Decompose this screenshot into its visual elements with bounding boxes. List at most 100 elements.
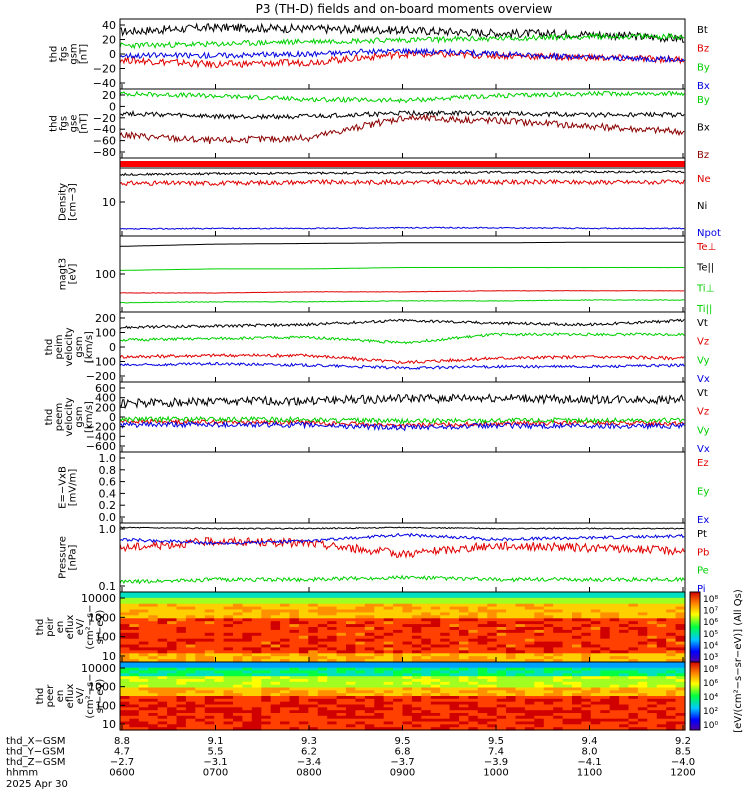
- spectrogram-cell: [195, 609, 206, 613]
- spectrogram-cell: [336, 629, 347, 634]
- spectrogram-cell: [534, 606, 545, 611]
- spectrogram-cell: [666, 718, 677, 723]
- spectrogram-cell: [176, 670, 187, 674]
- spectrogram-cell: [553, 679, 564, 683]
- spectrogram-cell: [411, 629, 422, 634]
- spectrogram-cell: [204, 721, 215, 725]
- spectrogram-cell: [308, 707, 319, 711]
- spectrogram-cell: [383, 664, 394, 669]
- spectrogram-cell: [355, 673, 366, 677]
- legend-Ex: Ex: [697, 515, 709, 526]
- spectrogram-cell: [148, 701, 159, 706]
- spectrogram-cell: [402, 615, 413, 619]
- spectrogram-cell: [402, 684, 413, 689]
- spectrogram-cell: [308, 681, 319, 686]
- spectrogram-cell: [251, 597, 262, 602]
- spectrogram-cell: [619, 624, 630, 628]
- spectrogram-cell: [637, 696, 648, 700]
- spectrogram-cell: [402, 713, 413, 717]
- spectrogram-cell: [543, 603, 554, 608]
- spectrogram-cell: [261, 629, 272, 634]
- spectrogram-cell: [204, 724, 215, 728]
- y-tick-label: 0: [109, 341, 116, 354]
- spectrogram-cell: [185, 609, 196, 613]
- spectrogram-cell: [261, 713, 272, 717]
- spectrogram-cell: [223, 673, 234, 677]
- spectrogram-cell: [195, 676, 206, 680]
- spectrogram-cell: [590, 659, 601, 663]
- series-line-7-Pt: [120, 526, 685, 530]
- spectrogram-cell: [383, 667, 394, 672]
- spectrogram-cell: [374, 653, 385, 657]
- spectrogram-cell: [355, 696, 366, 700]
- spectrogram-cell: [298, 721, 309, 725]
- spectrogram-cell: [214, 659, 225, 663]
- spectrogram-cell: [148, 713, 159, 717]
- spectrogram-cell: [468, 696, 479, 700]
- spectrogram-cell: [289, 635, 300, 640]
- spectrogram-cell: [449, 662, 460, 666]
- spectrogram-cell: [317, 603, 328, 608]
- spectrogram-cell: [477, 638, 488, 643]
- spectrogram-cell: [157, 609, 168, 613]
- spectrogram-cell: [374, 681, 385, 686]
- spectrogram-cell: [496, 696, 507, 700]
- series-line-2-Ni: [119, 170, 685, 177]
- y-axis-label: velocity: [64, 327, 75, 366]
- spectrogram-cell: [270, 650, 281, 654]
- spectrogram-cell: [129, 635, 140, 640]
- spectrogram-cell: [440, 609, 451, 613]
- spectrogram-cell: [647, 644, 658, 648]
- spectrogram-cell: [459, 644, 469, 648]
- spectrogram-cell: [647, 710, 658, 714]
- spectrogram-cell: [619, 687, 630, 691]
- spectrogram-cell: [346, 664, 356, 669]
- spectrogram-cell: [600, 632, 611, 637]
- spectrogram-cell: [317, 724, 328, 728]
- spectrogram-cell: [148, 679, 159, 683]
- spectrogram-cell: [167, 698, 178, 703]
- spectrogram-cell: [374, 704, 385, 708]
- spectrogram-cell: [120, 715, 130, 720]
- series-line-7-Pb: [119, 536, 685, 559]
- spectrogram-cell: [308, 704, 319, 708]
- spectrogram-cell: [138, 670, 149, 674]
- spectrogram-cell: [647, 713, 658, 717]
- spectrogram-cell: [355, 603, 366, 608]
- spectrogram-cell: [185, 673, 196, 677]
- spectrogram-cell: [656, 693, 667, 697]
- spectrogram-cell: [562, 647, 573, 651]
- spectrogram-cell: [496, 635, 507, 640]
- legend-Bz: Bz: [697, 44, 709, 55]
- spectrogram-cell: [185, 606, 196, 611]
- spectrogram-cell: [534, 704, 545, 708]
- spectrogram-cell: [289, 603, 300, 608]
- spectrogram-cell: [327, 707, 338, 711]
- spectrogram-cell: [421, 650, 432, 654]
- spectrogram-cell: [581, 681, 592, 686]
- spectrogram-cell: [590, 609, 601, 613]
- spectrogram-cell: [327, 701, 338, 706]
- spectrogram-cell: [675, 627, 686, 631]
- spectrogram-cell: [459, 664, 469, 669]
- spectrogram-cell: [261, 603, 272, 608]
- spectrogram-cell: [647, 656, 658, 660]
- spectrogram-cell: [666, 727, 677, 731]
- spectrogram-cell: [628, 612, 639, 616]
- y-axis-label: fgs: [59, 116, 70, 131]
- spectrogram-cell: [280, 627, 291, 631]
- spectrogram-cell: [317, 609, 328, 613]
- spectrogram-cell: [138, 664, 149, 669]
- spectrogram-cell: [459, 727, 469, 731]
- spectrogram-cell: [628, 679, 639, 683]
- spectrogram-cell: [553, 615, 564, 619]
- spectrogram-cell: [204, 698, 215, 703]
- spectrogram-cell: [270, 662, 281, 666]
- spectrogram-cell: [524, 696, 535, 700]
- spectrogram-cell: [336, 721, 347, 725]
- spectrogram-cell: [214, 690, 225, 694]
- spectrogram-cell: [534, 673, 545, 677]
- spectrogram-cell: [637, 690, 648, 694]
- spectrogram-cell: [553, 721, 564, 725]
- spectrogram-cell: [289, 597, 300, 602]
